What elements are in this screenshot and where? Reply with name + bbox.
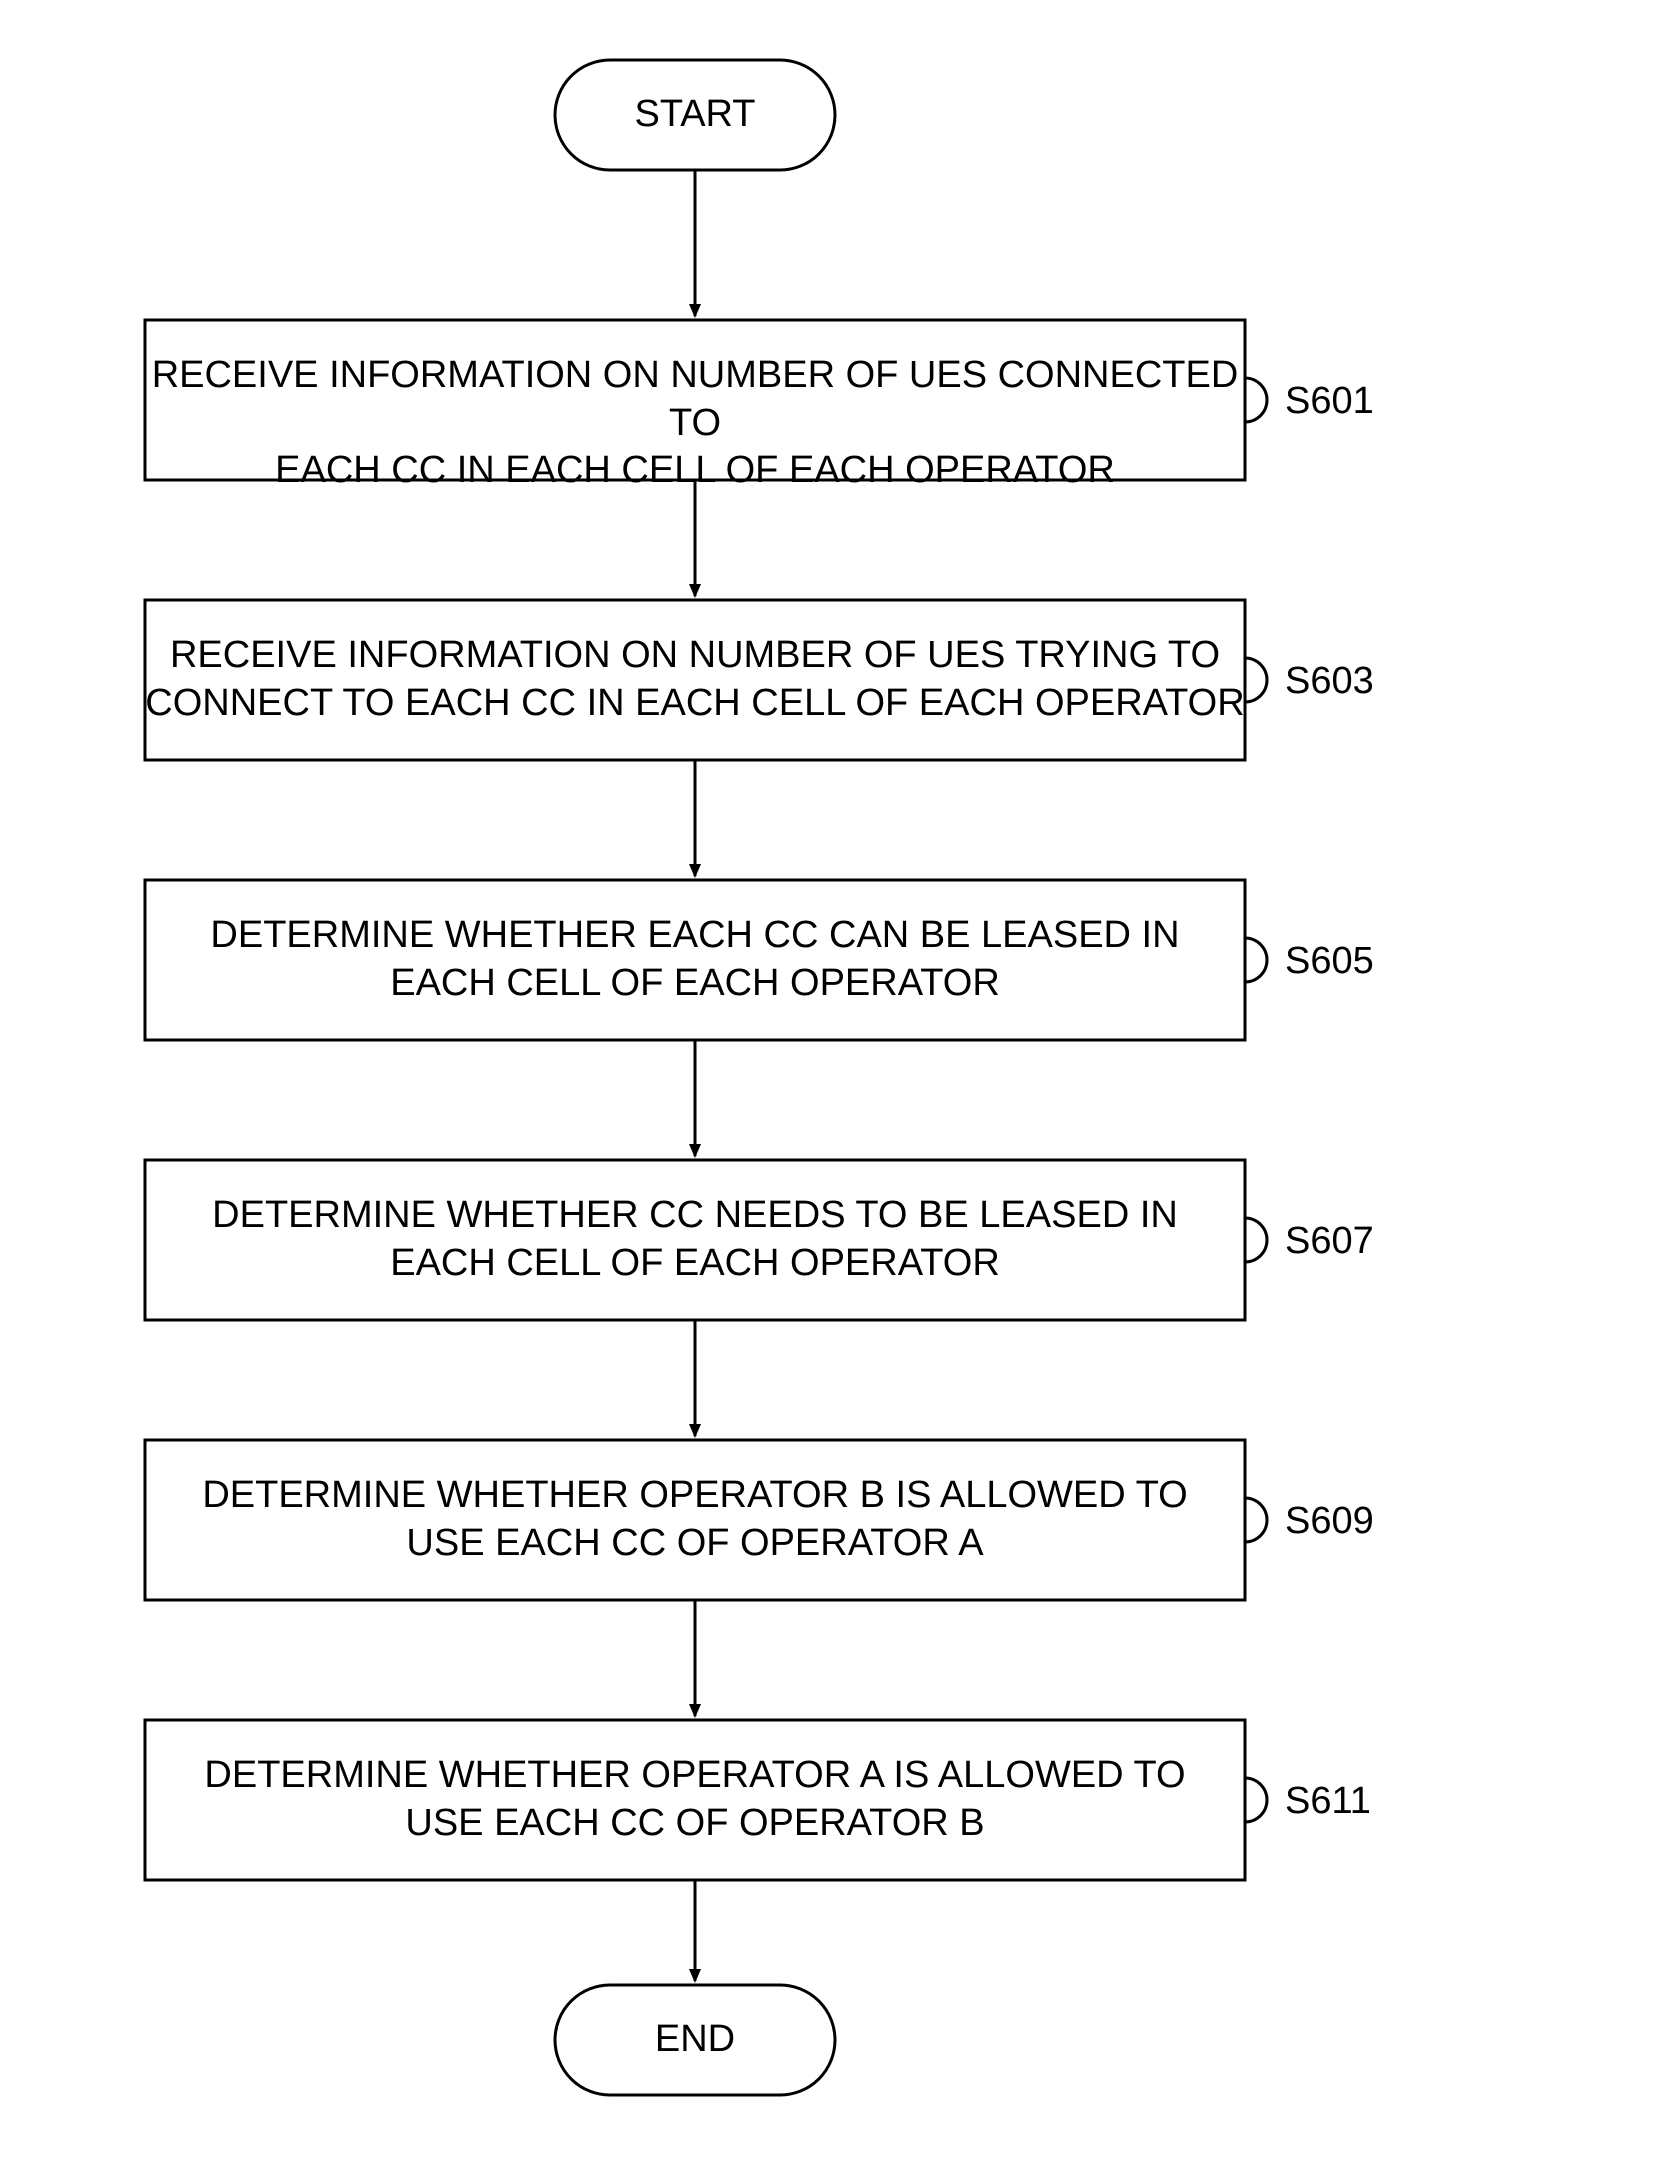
s607-step-label: S607 <box>1285 1218 1485 1266</box>
s611-step-label: S611 <box>1285 1778 1485 1826</box>
s605-step-label: S605 <box>1285 938 1485 986</box>
s601-connector <box>1245 378 1267 422</box>
s607-connector <box>1245 1218 1267 1262</box>
s603-step-label: S603 <box>1285 658 1485 706</box>
end-label: END <box>545 2016 845 2064</box>
start-label: START <box>545 91 845 139</box>
s603-connector <box>1245 658 1267 702</box>
s609-connector <box>1245 1498 1267 1542</box>
s605-text: DETERMINE WHETHER EACH CC CAN BE LEASED … <box>145 912 1245 1007</box>
s607-text: DETERMINE WHETHER CC NEEDS TO BE LEASED … <box>145 1192 1245 1287</box>
s609-step-label: S609 <box>1285 1498 1485 1546</box>
s601-step-label: S601 <box>1285 378 1485 426</box>
s611-connector <box>1245 1778 1267 1822</box>
s605-connector <box>1245 938 1267 982</box>
s603-text: RECEIVE INFORMATION ON NUMBER OF UES TRY… <box>145 632 1245 727</box>
s601-text: RECEIVE INFORMATION ON NUMBER OF UES CON… <box>145 352 1245 495</box>
s611-text: DETERMINE WHETHER OPERATOR A IS ALLOWED … <box>145 1752 1245 1847</box>
s609-text: DETERMINE WHETHER OPERATOR B IS ALLOWED … <box>145 1472 1245 1567</box>
